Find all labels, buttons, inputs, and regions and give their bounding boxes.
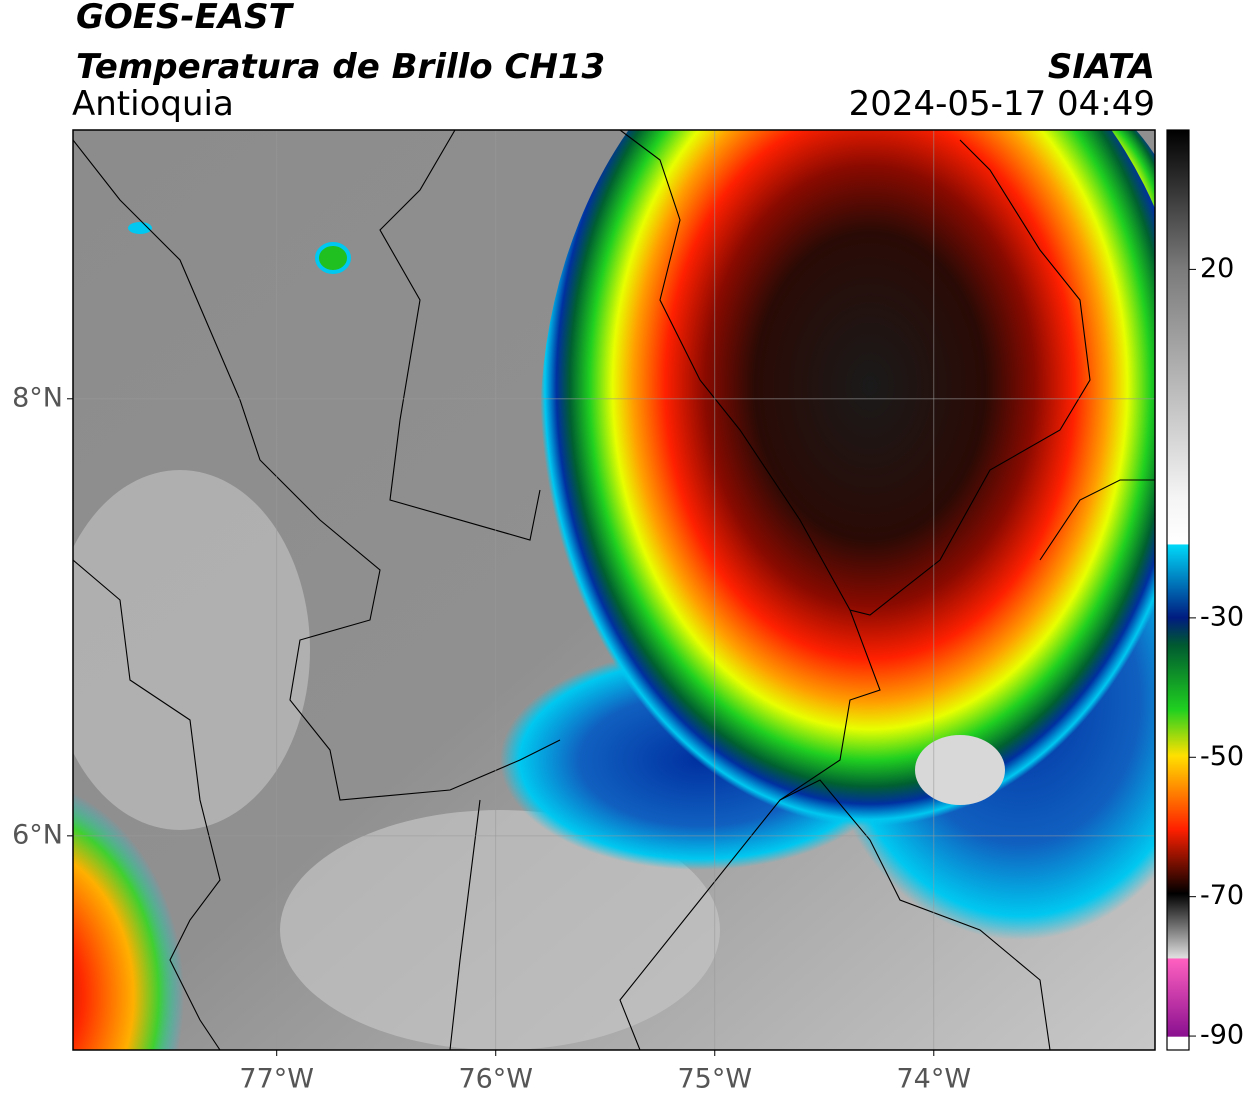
borders (73, 130, 1155, 1050)
product: Temperatura de Brillo CH13 (76, 47, 605, 87)
x-tick-label: 76°W (458, 1064, 533, 1095)
colorbar-tick-label: -70 (1200, 880, 1244, 911)
grid (67, 130, 1155, 1056)
x-tick-label: 75°W (677, 1064, 752, 1095)
colorbar-tick-label: -50 (1200, 741, 1244, 772)
y-tick-label: 6°N (12, 819, 63, 850)
y-tick-label: 8°N (12, 382, 63, 413)
satellite-image (73, 130, 1155, 1050)
colorbar-tick-label: 20 (1200, 253, 1234, 284)
colorbar-tick-label: -30 (1200, 601, 1244, 632)
region: Antioquia (72, 84, 234, 124)
x-tick-label: 74°W (897, 1064, 972, 1095)
colorbar (1166, 129, 1190, 1051)
x-tick-label: 77°W (239, 1064, 314, 1095)
source: SIATA (1048, 47, 1155, 87)
datetime: 2024-05-17 04:49 (849, 84, 1155, 124)
map-frame (72, 129, 1156, 1051)
title: GOES-EAST (76, 0, 295, 37)
colorbar-tick-label: -90 (1200, 1020, 1244, 1051)
colorbar-ticks: 20 -30 -50 -70 -90 (1189, 253, 1244, 1051)
